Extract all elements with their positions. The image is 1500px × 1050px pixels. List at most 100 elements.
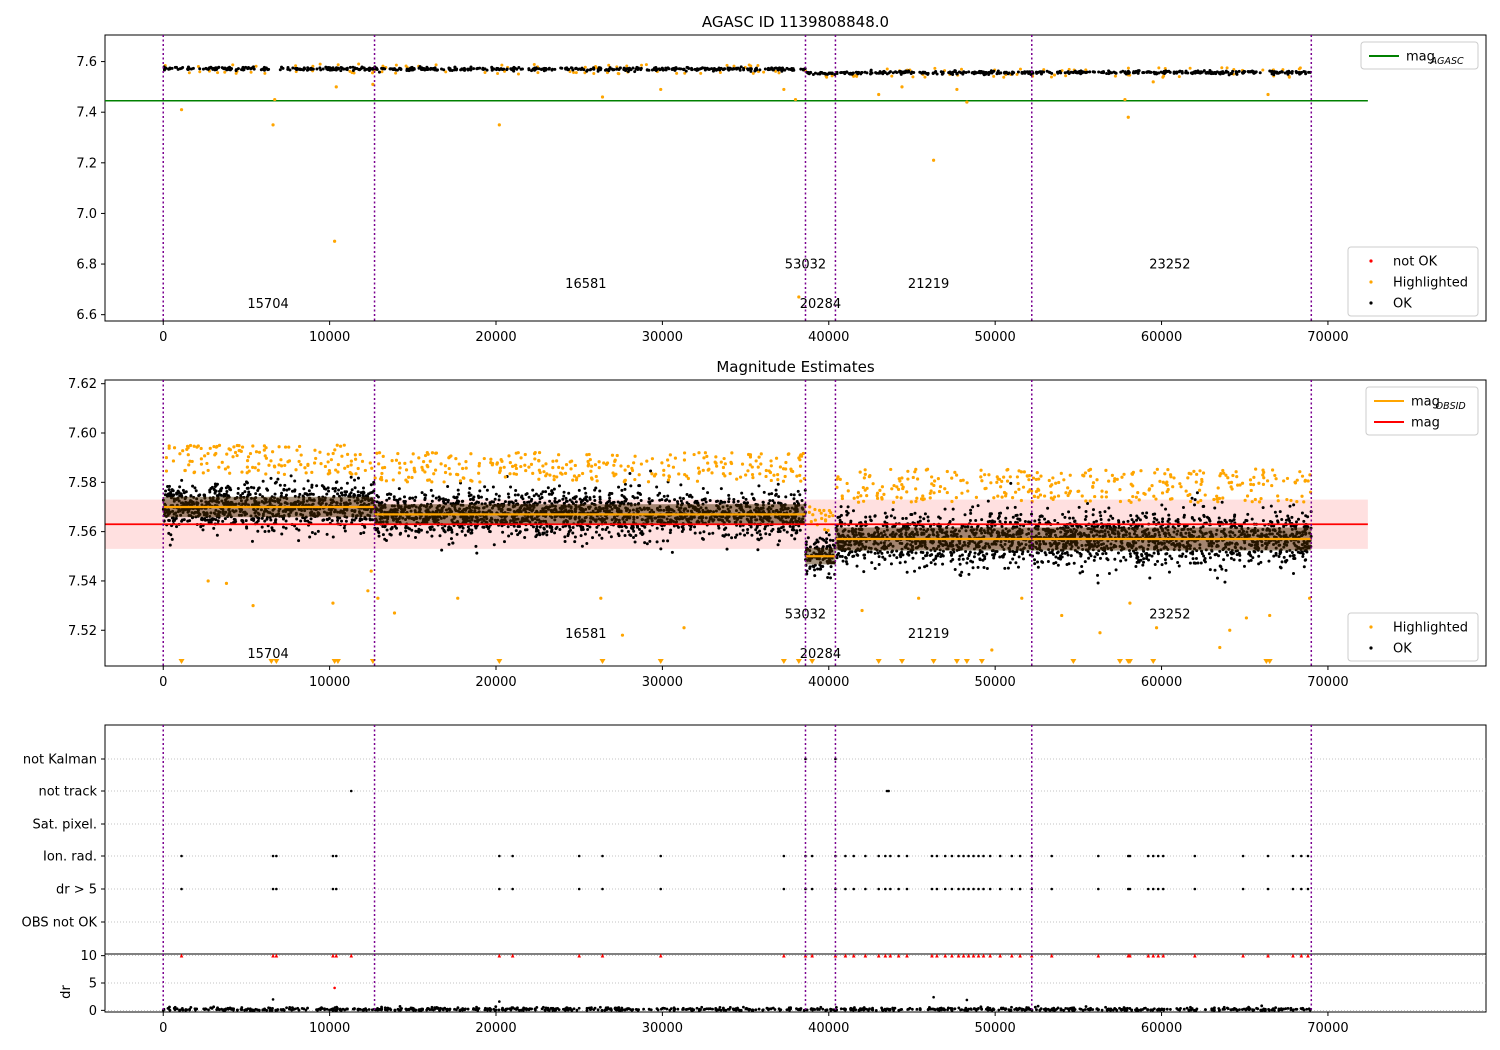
ok-point <box>537 494 541 498</box>
ok-point <box>349 491 353 495</box>
ok-point <box>302 66 306 70</box>
highlighted-point <box>574 71 578 75</box>
ok-point <box>893 516 897 520</box>
highlighted-point <box>625 64 629 68</box>
ok-point <box>729 67 733 71</box>
ok-point <box>562 494 566 498</box>
ok-point <box>901 553 905 557</box>
ok-point <box>579 500 583 504</box>
highlighted-point <box>568 70 572 74</box>
highlighted-point <box>1188 66 1192 70</box>
highlighted-point <box>797 295 801 299</box>
ok-point <box>907 553 911 557</box>
ok-point <box>561 525 565 529</box>
ok-point <box>247 490 251 494</box>
ok-point <box>308 535 312 539</box>
ok-point <box>776 543 780 547</box>
ok-point <box>577 67 581 71</box>
ok-point <box>668 499 672 503</box>
ok-point <box>245 525 249 529</box>
ok-point <box>901 516 905 520</box>
ok-point <box>541 490 545 494</box>
ok-point <box>842 71 846 75</box>
ok-point <box>384 538 388 542</box>
ok-point <box>553 531 557 535</box>
ok-point <box>805 569 809 573</box>
ok-point <box>456 488 460 492</box>
ok-point <box>527 68 531 72</box>
highlighted-point <box>532 62 536 66</box>
highlighted-point <box>640 63 644 67</box>
ok-point <box>571 68 575 72</box>
ok-point <box>1177 70 1181 74</box>
ok-point <box>186 519 190 523</box>
ok-point <box>428 526 432 530</box>
ok-point <box>757 484 761 488</box>
ok-point <box>869 518 873 522</box>
ok-point <box>545 530 549 534</box>
ok-point <box>706 491 710 495</box>
ok-point <box>860 71 864 75</box>
ok-point <box>958 562 962 566</box>
ok-point <box>951 507 955 511</box>
ok-point <box>467 491 471 495</box>
ok-point <box>1107 69 1111 73</box>
ok-point <box>488 530 492 534</box>
ok-point <box>408 527 412 531</box>
ok-point <box>925 564 929 568</box>
ok-point <box>780 526 784 530</box>
ok-point <box>446 484 450 488</box>
ok-point <box>868 515 872 519</box>
ok-point <box>212 487 216 491</box>
ok-point <box>847 553 851 557</box>
ok-point <box>996 69 1000 73</box>
highlighted-point <box>1151 80 1155 84</box>
obsid-label: 53032 <box>785 257 826 272</box>
ok-point <box>666 494 670 498</box>
y-tick-label: 6.8 <box>76 258 97 273</box>
ok-point <box>206 518 210 522</box>
ok-point <box>862 570 866 574</box>
ok-point <box>1017 555 1021 559</box>
ok-point <box>714 500 718 504</box>
ok-point <box>1172 71 1176 75</box>
ok-point <box>717 66 721 70</box>
ok-point <box>607 493 611 497</box>
ok-point <box>936 552 940 556</box>
ok-point <box>828 544 832 548</box>
ok-point <box>547 66 551 70</box>
ok-point <box>538 500 542 504</box>
ok-point <box>510 532 514 536</box>
highlighted-point <box>774 69 778 73</box>
ok-point <box>395 498 399 502</box>
highlighted-point <box>1266 92 1270 97</box>
ok-point <box>808 545 812 549</box>
ok-point <box>620 488 624 492</box>
ok-point <box>1021 71 1025 75</box>
ok-point <box>609 535 613 539</box>
ok-point <box>643 525 647 529</box>
highlighted-point <box>348 69 352 73</box>
ok-point <box>261 479 265 483</box>
ok-point <box>474 544 478 548</box>
ok-point <box>899 555 903 559</box>
ok-point <box>959 573 963 577</box>
ok-point <box>951 517 955 521</box>
ok-point <box>656 493 660 497</box>
ok-point <box>583 532 587 536</box>
ok-point <box>199 525 203 529</box>
ok-point <box>247 66 251 70</box>
ok-point <box>175 491 179 495</box>
ok-point <box>358 517 362 521</box>
ok-point <box>1231 69 1235 73</box>
ok-point <box>846 505 850 509</box>
ok-point <box>287 487 291 491</box>
highlighted-point <box>394 63 398 67</box>
ok-point <box>281 66 285 70</box>
ok-point <box>795 529 799 533</box>
ok-point <box>792 528 796 532</box>
ok-point <box>891 508 895 512</box>
y-tick-label: 7.6 <box>76 55 97 70</box>
ok-point <box>414 536 418 540</box>
ok-point <box>672 524 676 528</box>
